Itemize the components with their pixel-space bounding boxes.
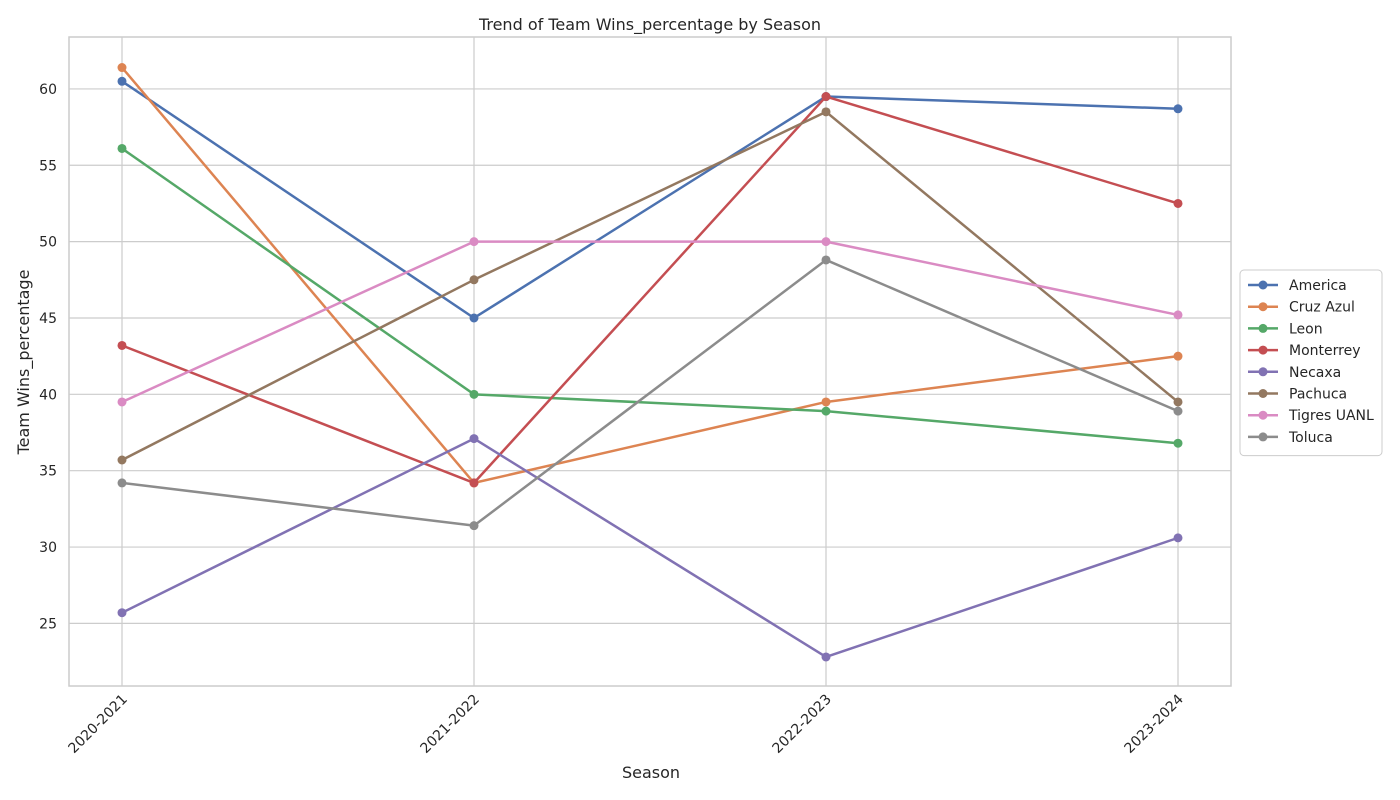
data-point <box>1173 533 1183 543</box>
legend-label: Monterrey <box>1289 343 1360 359</box>
legend-label: America <box>1289 278 1347 294</box>
data-point <box>1173 351 1183 361</box>
legend-item: Cruz Azul <box>1248 300 1355 316</box>
legend-swatch-marker <box>1258 323 1268 333</box>
x-tick-label: 2022-2023 <box>770 692 835 757</box>
data-point <box>117 608 127 618</box>
plot-frame <box>68 36 1232 687</box>
data-point <box>1173 406 1183 416</box>
legend-item: America <box>1248 278 1347 294</box>
legend-swatch-marker <box>1258 280 1268 290</box>
series-leon <box>117 143 1183 448</box>
data-point <box>1173 310 1183 320</box>
x-tick-label: 2023-2024 <box>1122 691 1187 756</box>
legend-swatch-marker <box>1258 345 1268 355</box>
data-point <box>821 397 831 407</box>
data-point <box>821 652 831 662</box>
legend-swatch-marker <box>1258 432 1268 442</box>
legend: America Cruz Azul Leon Monterrey Necaxa Pachu… <box>1239 269 1383 457</box>
series-tigres-uanl <box>117 237 1183 407</box>
x-tick-labels: 2020-2021 2021-2022 2022-2023 2023-2024 <box>66 691 1187 756</box>
data-point <box>469 434 479 444</box>
legend-item: Leon <box>1248 321 1323 337</box>
legend-swatch-marker <box>1258 410 1268 420</box>
data-point <box>469 521 479 531</box>
series-line <box>120 95 1180 485</box>
x-tick-label: 2021-2022 <box>418 692 483 757</box>
y-tick-label: 40 <box>39 387 57 403</box>
legend-swatch-marker <box>1258 367 1268 377</box>
data-point <box>117 76 127 86</box>
legend-label: Cruz Azul <box>1289 300 1355 316</box>
data-point <box>117 143 127 153</box>
data-point <box>469 275 479 285</box>
legend-item: Monterrey <box>1248 343 1360 359</box>
x-tick-label: 2020-2021 <box>66 692 131 757</box>
y-tick-label: 60 <box>39 82 57 98</box>
series-line <box>120 66 1180 485</box>
series-line <box>120 437 1180 659</box>
series-line <box>120 258 1180 527</box>
legend-swatch-marker <box>1258 389 1268 398</box>
x-axis-title: Season <box>622 763 680 782</box>
y-tick-label: 25 <box>39 616 57 632</box>
y-tick-label: 45 <box>39 311 57 327</box>
legend-label: Tigres UANL <box>1288 408 1374 424</box>
legend-label: Toluca <box>1288 430 1333 446</box>
data-point <box>821 406 831 416</box>
legend-frame <box>1239 269 1383 457</box>
data-point <box>1173 397 1183 407</box>
data-point <box>821 92 831 102</box>
y-axis-title: Team Wins_percentage <box>14 270 34 456</box>
data-point <box>117 340 127 350</box>
series-toluca <box>117 255 1183 531</box>
series-line <box>120 110 1180 462</box>
data-point <box>821 107 831 117</box>
series-monterrey <box>117 92 1183 488</box>
data-point <box>469 478 479 488</box>
plot-area <box>69 37 1231 686</box>
data-point <box>117 397 127 407</box>
y-tick-label: 50 <box>39 235 57 251</box>
legend-item: Pachuca <box>1248 387 1347 403</box>
data-point <box>117 63 127 73</box>
series-pachuca <box>117 107 1183 465</box>
data-point <box>821 237 831 247</box>
data-point <box>821 255 831 265</box>
y-tick-label: 35 <box>39 464 57 480</box>
data-point <box>1173 438 1183 448</box>
series-line <box>120 147 1180 445</box>
series-group <box>117 63 1183 662</box>
legend-label: Necaxa <box>1289 365 1341 381</box>
series-line <box>120 240 1180 404</box>
legend-label: Pachuca <box>1289 387 1347 403</box>
legend-label: Leon <box>1289 321 1323 337</box>
legend-item: Toluca <box>1248 430 1333 446</box>
data-point <box>117 478 127 488</box>
data-point <box>469 237 479 247</box>
y-tick-label: 55 <box>39 158 57 174</box>
legend-item: Tigres UANL <box>1248 408 1374 424</box>
legend-swatch-marker <box>1258 302 1268 312</box>
data-point <box>1173 198 1183 208</box>
y-tick-labels: 25 30 35 40 45 50 55 60 <box>39 82 57 632</box>
data-point <box>117 455 127 465</box>
series-necaxa <box>117 434 1183 662</box>
chart-title: Trend of Team Wins_percentage by Season <box>478 15 821 35</box>
data-point <box>1173 104 1183 114</box>
series-line <box>120 80 1180 320</box>
legend-item: Necaxa <box>1248 365 1341 381</box>
data-point <box>469 313 479 323</box>
y-tick-label: 30 <box>39 540 57 556</box>
data-point <box>469 389 479 399</box>
